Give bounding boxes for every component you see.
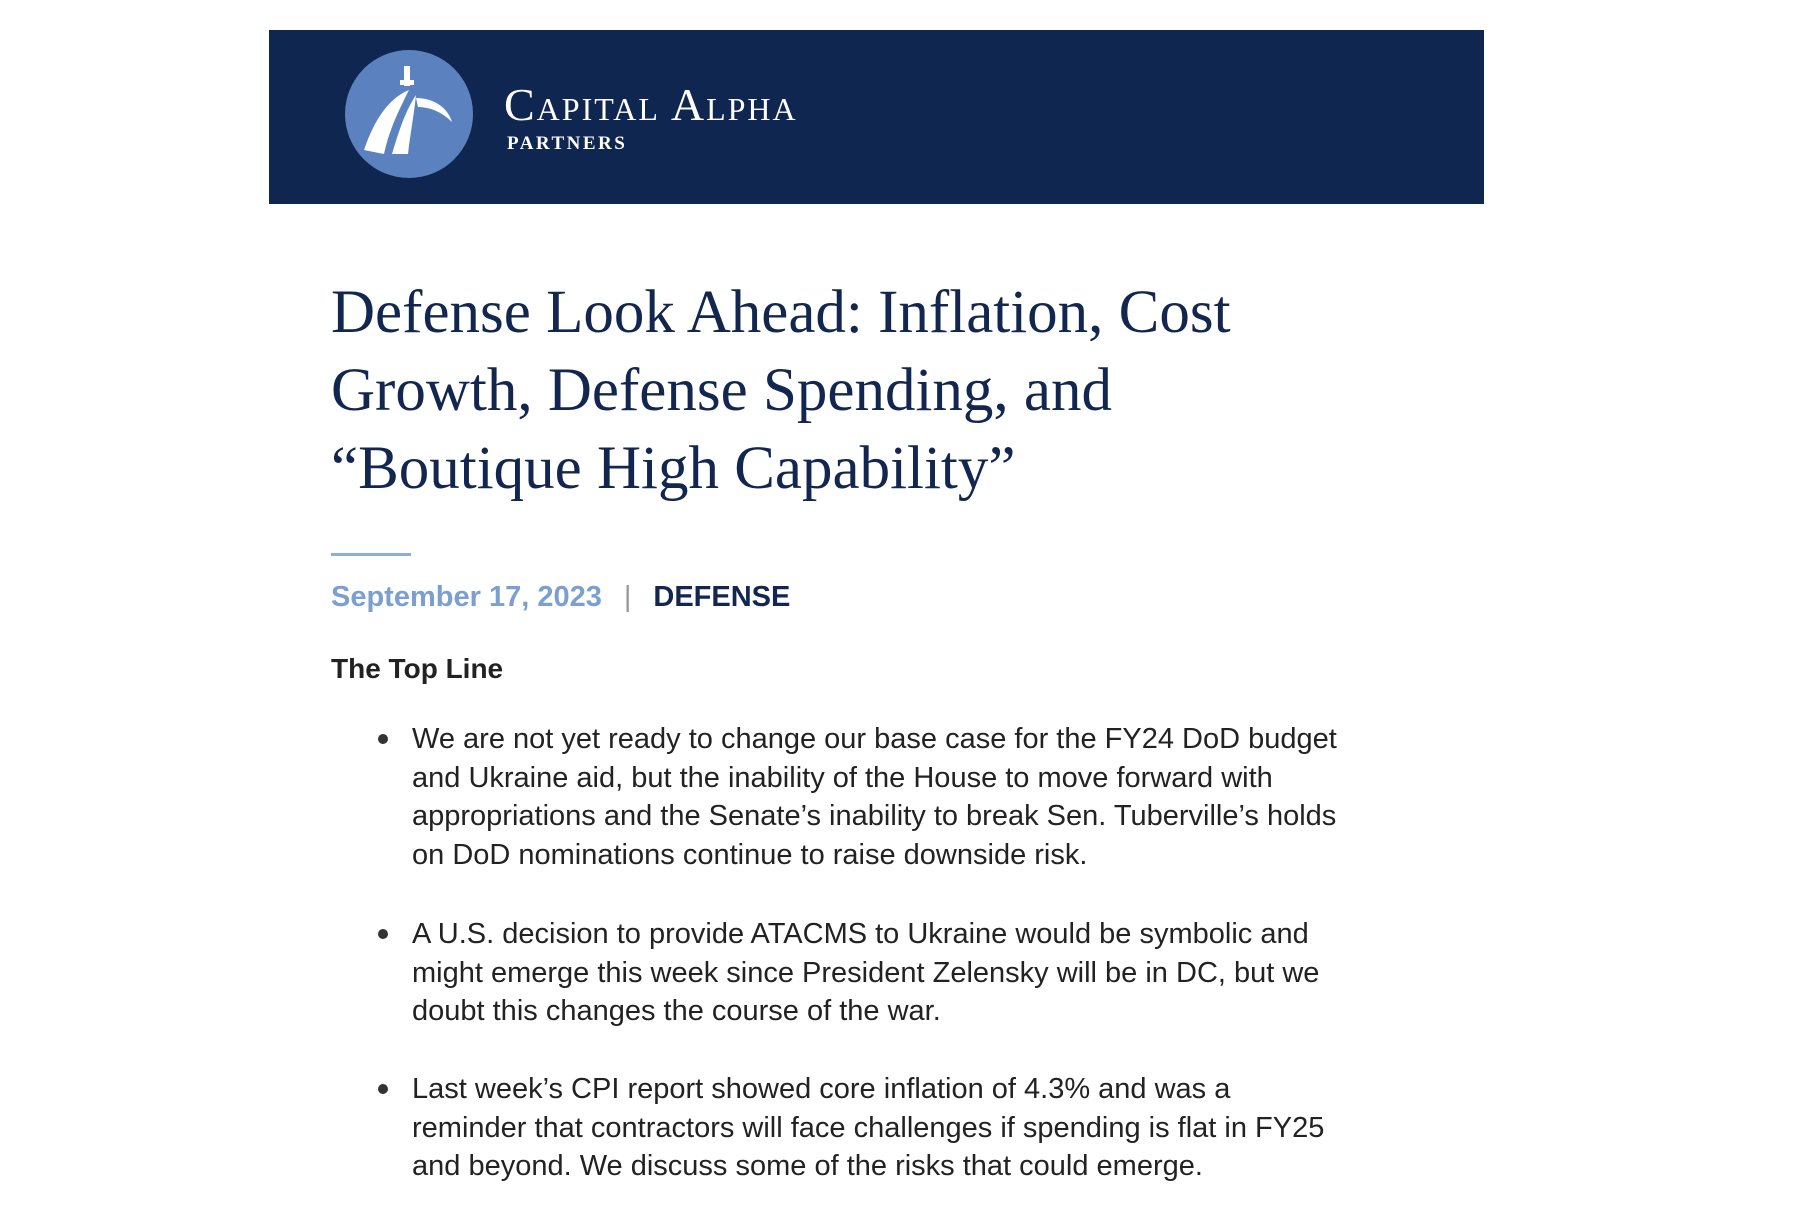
title-line: “Boutique High Capability” <box>331 435 1016 502</box>
title-line: Growth, Defense Spending, and <box>331 357 1112 424</box>
bullet-text: Last week’s CPI report showed core infla… <box>412 1073 1231 1105</box>
bullet-dot <box>378 1084 388 1094</box>
bullet-text: and beyond. We discuss some of the risks… <box>412 1150 1203 1182</box>
bullet-text: on DoD nominations continue to raise dow… <box>412 838 1088 871</box>
bullet-text: might emerge this week since President Z… <box>412 956 1320 989</box>
separator: | <box>623 581 632 613</box>
section-heading: The Top Line <box>331 653 504 684</box>
category[interactable]: DEFENSE <box>653 581 791 613</box>
header-banner: Capital Alpha PARTNERS <box>269 30 1484 204</box>
bullet-dot <box>378 929 388 939</box>
accent-rule <box>331 553 411 556</box>
bullet-text: doubt this changes the course of the war… <box>412 995 941 1027</box>
bullet-text: reminder that contractors will face chal… <box>412 1111 1325 1144</box>
logo <box>345 50 473 178</box>
bullet-text: We are not yet ready to change our base … <box>412 723 1337 755</box>
brand-subtitle: PARTNERS <box>507 133 628 154</box>
brand-name: Capital Alpha <box>504 79 798 130</box>
bullet-text: A U.S. decision to provide ATACMS to Ukr… <box>412 918 1309 950</box>
date: September 17, 2023 <box>331 581 602 613</box>
bullet-text: and Ukraine aid, but the inability of th… <box>412 761 1273 794</box>
title-line: Defense Look Ahead: Inflation, Cost <box>331 279 1231 346</box>
bullet-dot <box>378 734 388 744</box>
bullet-text: appropriations and the Senate’s inabilit… <box>412 800 1337 832</box>
meta-line: September 17, 2023 | DEFENSE <box>331 580 790 614</box>
